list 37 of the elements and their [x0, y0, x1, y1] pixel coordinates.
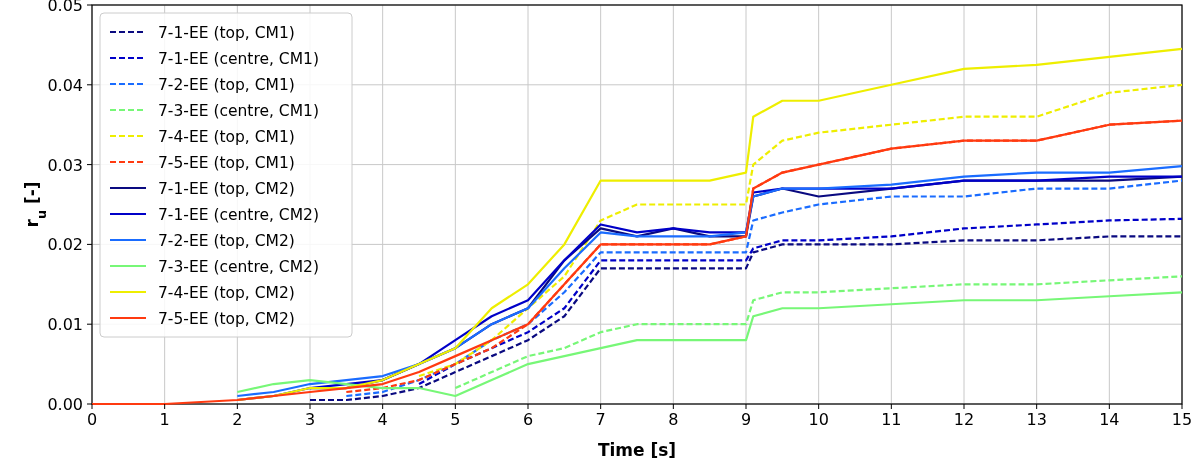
legend-label: 7-1-EE (centre, CM1) — [158, 50, 319, 68]
x-tick-label: 12 — [953, 410, 975, 429]
x-tick-label: 14 — [1099, 410, 1120, 429]
y-tick-label: 0.02 — [47, 235, 83, 255]
legend-label: 7-5-EE (top, CM2) — [158, 310, 295, 328]
x-axis-title: Time [s] — [597, 440, 677, 460]
line-series — [417, 83, 1184, 378]
x-tick-label: 7 — [595, 410, 606, 429]
legend-label: 7-5-EE (top, CM1) — [158, 154, 295, 172]
y-tick-label: 0.04 — [47, 75, 83, 95]
x-tick-label: 10 — [808, 410, 829, 429]
legend-label: 7-4-EE (top, CM2) — [158, 284, 295, 302]
legend-label: 7-1-EE (top, CM2) — [158, 180, 295, 198]
x-tick-label: 5 — [450, 410, 461, 429]
line-series — [417, 217, 1184, 386]
legend-label: 7-3-EE (centre, CM2) — [158, 258, 319, 276]
y-tick-label: 0.01 — [47, 315, 83, 335]
x-tick-label: 2 — [232, 410, 243, 429]
legend-label: 7-2-EE (top, CM2) — [158, 232, 295, 250]
x-tick-label: 15 — [1171, 410, 1193, 429]
legend-label: 7-1-EE (centre, CM2) — [158, 206, 319, 224]
legend-label: 7-4-EE (top, CM1) — [158, 128, 295, 146]
legend-label: 7-3-EE (centre, CM1) — [158, 102, 319, 120]
x-tick-label: 0 — [86, 410, 98, 429]
x-tick-label: 1 — [159, 410, 170, 429]
legend-label: 7-1-EE (top, CM1) — [158, 24, 295, 42]
y-tick-label: 0.03 — [47, 155, 83, 175]
x-tick-label: 9 — [740, 410, 752, 429]
x-tick-label: 13 — [1026, 410, 1047, 429]
legend-label: 7-2-EE (top, CM1) — [158, 76, 295, 94]
line-series — [454, 275, 1184, 390]
x-tick-label: 11 — [881, 410, 902, 429]
x-tick-label: 6 — [522, 410, 534, 429]
y-tick-label: 0.00 — [47, 395, 83, 414]
x-tick-label: 4 — [377, 410, 388, 429]
x-tick-label: 3 — [304, 410, 316, 429]
x-tick-label: 8 — [668, 410, 679, 429]
